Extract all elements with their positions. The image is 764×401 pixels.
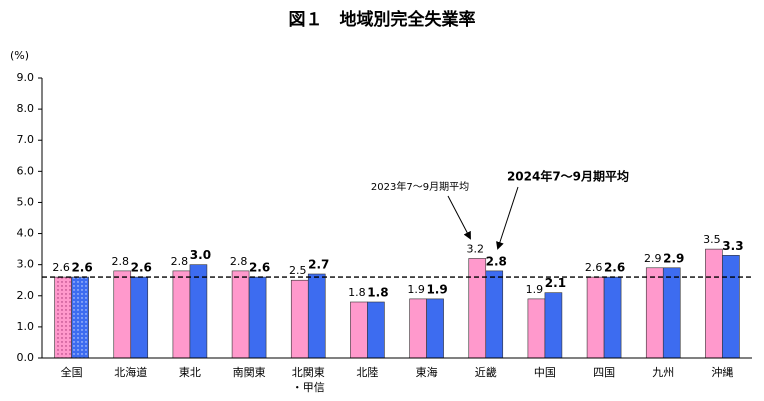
x-tick-label: 中国 bbox=[533, 366, 556, 379]
x-tick-label: 九州 bbox=[652, 366, 675, 379]
bar bbox=[468, 258, 487, 359]
y-tick-label: 1.0 bbox=[17, 320, 35, 333]
bar bbox=[485, 270, 504, 359]
x-tick-label: 北海道 bbox=[114, 366, 148, 379]
x-tick-label: 南関東 bbox=[232, 366, 266, 379]
value-label: 2.9 bbox=[644, 252, 662, 265]
bar bbox=[113, 270, 132, 359]
y-tick-label: 8.0 bbox=[17, 102, 35, 115]
value-label: 2.6 bbox=[52, 261, 70, 274]
bar bbox=[409, 298, 427, 359]
x-tick-label: 北関東 ・甲信 bbox=[291, 366, 325, 394]
y-tick-label: 4.0 bbox=[17, 227, 35, 240]
value-label: 3.5 bbox=[703, 233, 721, 246]
x-tick-label: 東北 bbox=[178, 366, 201, 379]
value-label: 3.3 bbox=[722, 239, 743, 253]
value-label: 2.8 bbox=[171, 255, 189, 268]
value-label: 1.8 bbox=[367, 286, 388, 300]
x-tick-label: 沖縄 bbox=[711, 366, 734, 379]
value-label: 3.0 bbox=[190, 248, 211, 262]
bar bbox=[54, 276, 72, 359]
value-label: 2.6 bbox=[71, 261, 92, 275]
bar bbox=[189, 264, 208, 359]
x-tick-label: 近畿 bbox=[474, 366, 497, 379]
y-tick-label: 3.0 bbox=[17, 258, 35, 271]
x-tick-label: 四国 bbox=[593, 366, 616, 379]
bar bbox=[586, 276, 605, 359]
annotation: 2024年7～9月期平均 bbox=[507, 169, 629, 184]
value-label: 2.6 bbox=[604, 261, 625, 275]
value-label: 2.6 bbox=[249, 261, 270, 275]
bar bbox=[307, 273, 326, 359]
value-label: 2.8 bbox=[112, 255, 130, 268]
value-label: 2.6 bbox=[131, 261, 152, 275]
bar bbox=[367, 301, 385, 359]
arrow bbox=[496, 186, 519, 250]
value-label: 2.8 bbox=[486, 254, 507, 268]
bar bbox=[248, 276, 267, 359]
value-label: 2.6 bbox=[585, 261, 603, 274]
bar bbox=[722, 255, 740, 359]
bar bbox=[645, 267, 664, 359]
value-label: 1.9 bbox=[526, 283, 544, 296]
y-tick-label: 9.0 bbox=[17, 71, 35, 84]
value-label: 2.1 bbox=[545, 276, 566, 290]
bar bbox=[172, 270, 191, 359]
bar bbox=[603, 276, 622, 359]
y-tick-label: 7.0 bbox=[17, 133, 35, 146]
x-tick-label: 全国 bbox=[60, 366, 83, 379]
y-tick-label: 0.0 bbox=[17, 351, 35, 364]
value-label: 2.8 bbox=[230, 255, 248, 268]
bar bbox=[527, 298, 546, 359]
bar bbox=[71, 276, 89, 359]
bar bbox=[290, 279, 309, 359]
y-tick-label: 6.0 bbox=[17, 164, 35, 177]
y-axis-label: (%) bbox=[10, 49, 29, 62]
bar bbox=[705, 248, 723, 359]
bar bbox=[544, 292, 563, 359]
y-tick-label: 5.0 bbox=[17, 195, 35, 208]
value-label: 1.8 bbox=[348, 286, 366, 299]
value-label: 1.9 bbox=[407, 283, 425, 296]
bar bbox=[231, 270, 250, 359]
value-label: 2.9 bbox=[663, 251, 684, 265]
bar bbox=[130, 276, 149, 359]
value-label: 2.5 bbox=[289, 264, 307, 277]
x-tick-label: 北陸 bbox=[356, 366, 379, 379]
x-tick-label: 東海 bbox=[415, 366, 438, 379]
bar bbox=[662, 267, 681, 359]
value-label: 3.2 bbox=[467, 242, 485, 255]
y-tick-label: 2.0 bbox=[17, 289, 35, 302]
annotation: 2023年7～9月期平均 bbox=[371, 180, 469, 193]
chart-title: 図１ 地域別完全失業率 bbox=[289, 9, 476, 30]
bar bbox=[426, 298, 444, 359]
arrow bbox=[447, 195, 471, 240]
bar bbox=[350, 301, 368, 359]
value-label: 1.9 bbox=[426, 282, 447, 296]
value-label: 2.7 bbox=[308, 258, 329, 272]
